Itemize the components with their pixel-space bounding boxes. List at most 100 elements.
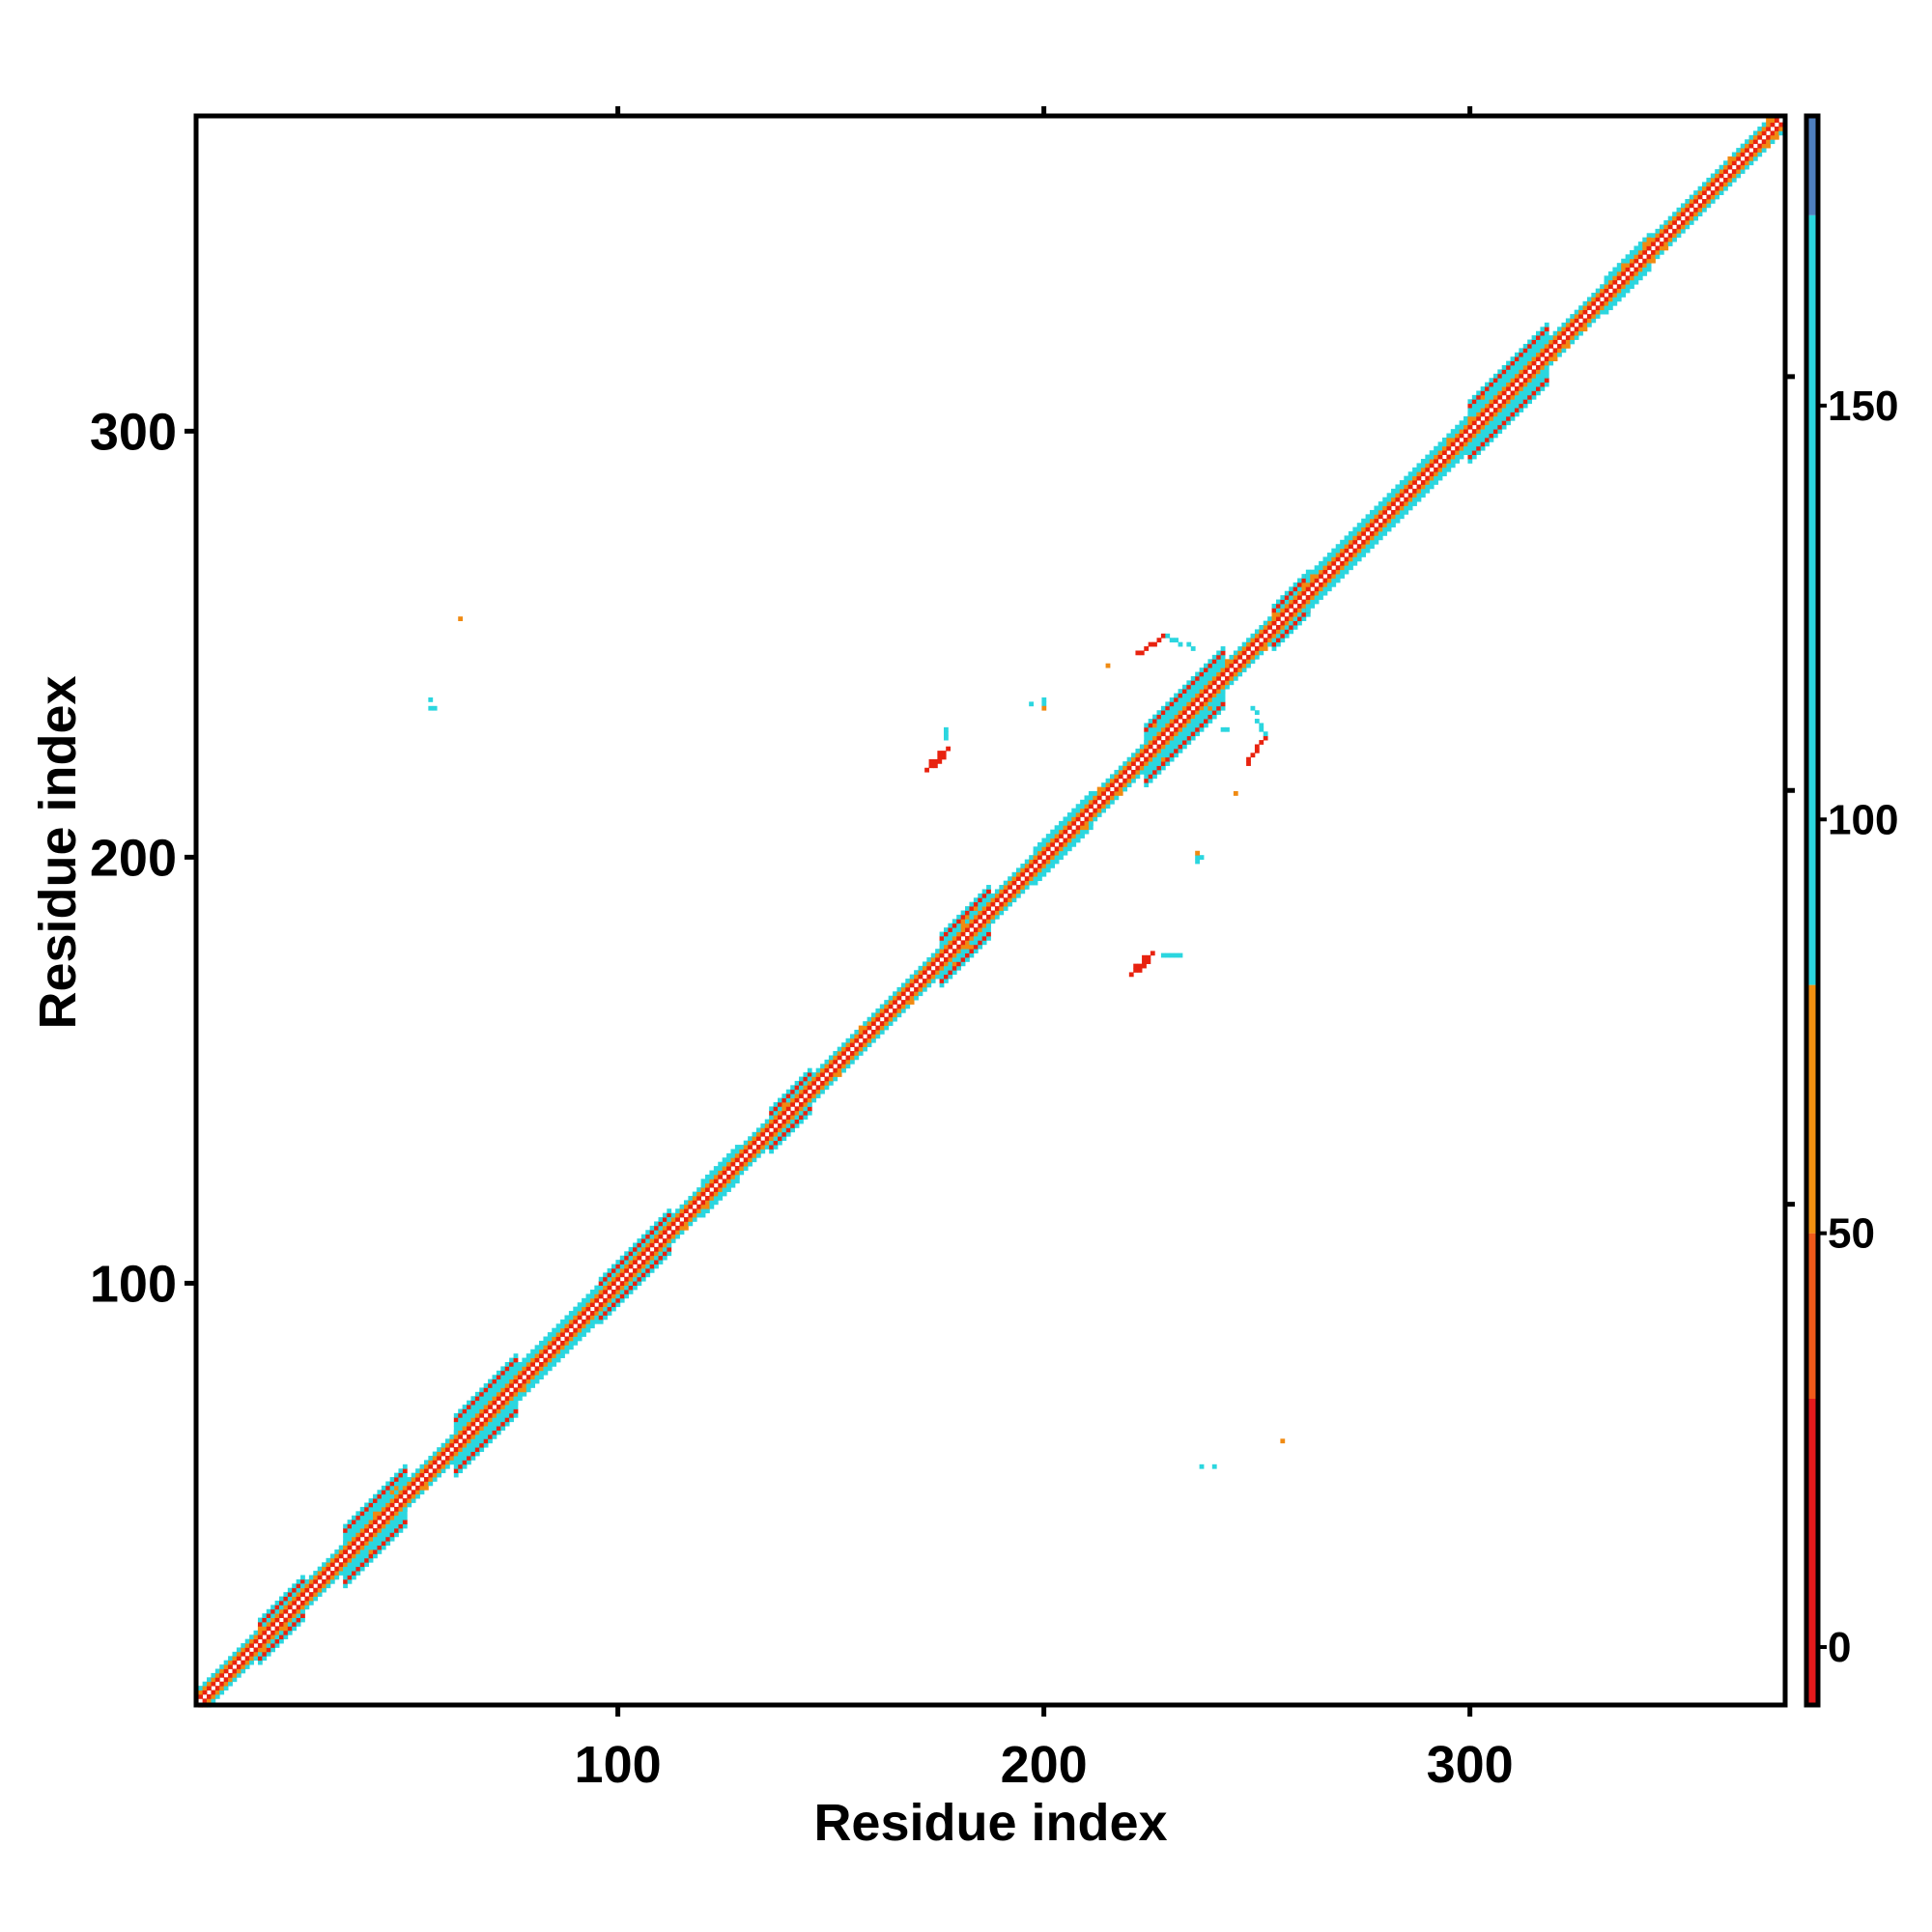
contact-cell <box>364 1541 370 1547</box>
contact-cell <box>1399 493 1405 498</box>
contact-cell <box>1152 726 1157 732</box>
contact-cell <box>1463 424 1468 430</box>
contact-cell <box>287 1630 293 1635</box>
contact-cell <box>317 1566 323 1572</box>
contact-cell <box>871 1021 876 1026</box>
contact-cell <box>470 1396 476 1402</box>
contact-cell <box>1519 373 1524 379</box>
contact-cell <box>875 1012 881 1018</box>
contact-cell <box>287 1617 293 1623</box>
contact-cell <box>564 1349 570 1354</box>
contact-cell <box>1289 603 1294 609</box>
contact-cell <box>1582 322 1588 327</box>
contact-cell <box>1492 394 1498 400</box>
contact-cell <box>398 1502 404 1508</box>
contact-cell <box>1190 646 1196 651</box>
contact-cell <box>598 1276 604 1282</box>
contact-cell <box>1246 638 1251 643</box>
contact-cell <box>1770 134 1776 140</box>
contact-cell <box>211 1698 216 1704</box>
contact-cell <box>492 1434 497 1439</box>
contact-cell <box>1770 118 1776 124</box>
contact-cell <box>1280 608 1286 613</box>
contact-cell <box>1731 177 1737 183</box>
contact-cell <box>769 1106 774 1112</box>
contact-cell <box>1497 403 1503 409</box>
contact-cell <box>1041 838 1047 843</box>
contact-cell <box>385 1485 391 1491</box>
contact-cell <box>488 1426 493 1431</box>
contact-cell <box>1003 906 1009 911</box>
contact-cell <box>935 957 940 962</box>
contact-cell <box>943 979 949 983</box>
contact-cell <box>270 1608 275 1614</box>
contact-cell <box>603 1290 608 1294</box>
contact-cell <box>777 1106 782 1112</box>
contact-cell <box>283 1596 289 1602</box>
contact-cell <box>1404 484 1409 490</box>
contact-cell <box>355 1553 361 1559</box>
contact-cell <box>1459 445 1464 451</box>
contact-cell <box>764 1119 770 1124</box>
contact-cell <box>1190 696 1196 702</box>
contact-cell <box>274 1626 280 1632</box>
contact-cell <box>1326 582 1332 587</box>
contact-cell <box>1080 804 1085 810</box>
contact-cell <box>978 893 983 898</box>
contact-cell <box>1152 753 1157 758</box>
contact-cell <box>611 1290 616 1294</box>
contact-cell <box>1254 646 1260 651</box>
contact-cell <box>1727 182 1733 187</box>
contact-patch <box>1195 850 1200 856</box>
contact-cell <box>633 1281 638 1286</box>
contact-cell <box>705 1174 710 1179</box>
contact-cell <box>837 1055 842 1061</box>
contact-cell <box>922 986 927 992</box>
contact-cell <box>1195 859 1200 865</box>
contact-cell <box>1467 433 1473 439</box>
contact-cell <box>1174 726 1179 732</box>
contact-cell <box>1382 523 1388 527</box>
contact-cell <box>338 1566 344 1572</box>
contact-cell <box>1766 134 1771 140</box>
contact-cell <box>713 1170 719 1176</box>
contact-cell <box>849 1037 855 1043</box>
contact-cell <box>223 1686 229 1690</box>
contact-cell <box>266 1643 271 1648</box>
contact-cell <box>1450 454 1456 460</box>
contact-cell <box>1420 493 1426 498</box>
contact-cell <box>1621 288 1627 294</box>
contact-cell <box>1510 415 1516 421</box>
contact-cell <box>359 1562 365 1568</box>
contact-cell <box>1489 420 1494 426</box>
contact-cell <box>500 1383 506 1388</box>
contact-cell <box>492 1375 497 1380</box>
contact-cell <box>969 935 975 941</box>
contact-cell <box>790 1119 796 1124</box>
contact-cell <box>709 1191 715 1197</box>
contact-cell <box>718 1187 724 1192</box>
contact-cell <box>1506 403 1511 409</box>
contact-cell <box>1710 182 1716 187</box>
contact-cell <box>1199 705 1205 711</box>
contact-cell <box>773 1127 779 1133</box>
contact-cell <box>1540 360 1546 366</box>
contact-cell <box>483 1405 489 1409</box>
contact-cell <box>1459 420 1464 426</box>
contact-cell <box>815 1094 821 1098</box>
contact-cell <box>675 1208 680 1214</box>
contact-cell <box>845 1046 851 1052</box>
contact-cell <box>385 1481 391 1487</box>
contact-cell <box>1186 680 1192 686</box>
contact-cell <box>1630 249 1634 255</box>
contact-cell <box>1399 505 1405 511</box>
contact-cell <box>1289 586 1294 592</box>
contact-cell <box>555 1327 561 1333</box>
contact-cell <box>1020 889 1026 895</box>
contact-cell <box>266 1638 271 1644</box>
contact-cell <box>1152 641 1157 647</box>
contact-cell <box>1071 829 1077 835</box>
contact-cell <box>1178 723 1183 728</box>
contact-cell <box>1382 518 1388 524</box>
contact-cell <box>1156 731 1162 737</box>
